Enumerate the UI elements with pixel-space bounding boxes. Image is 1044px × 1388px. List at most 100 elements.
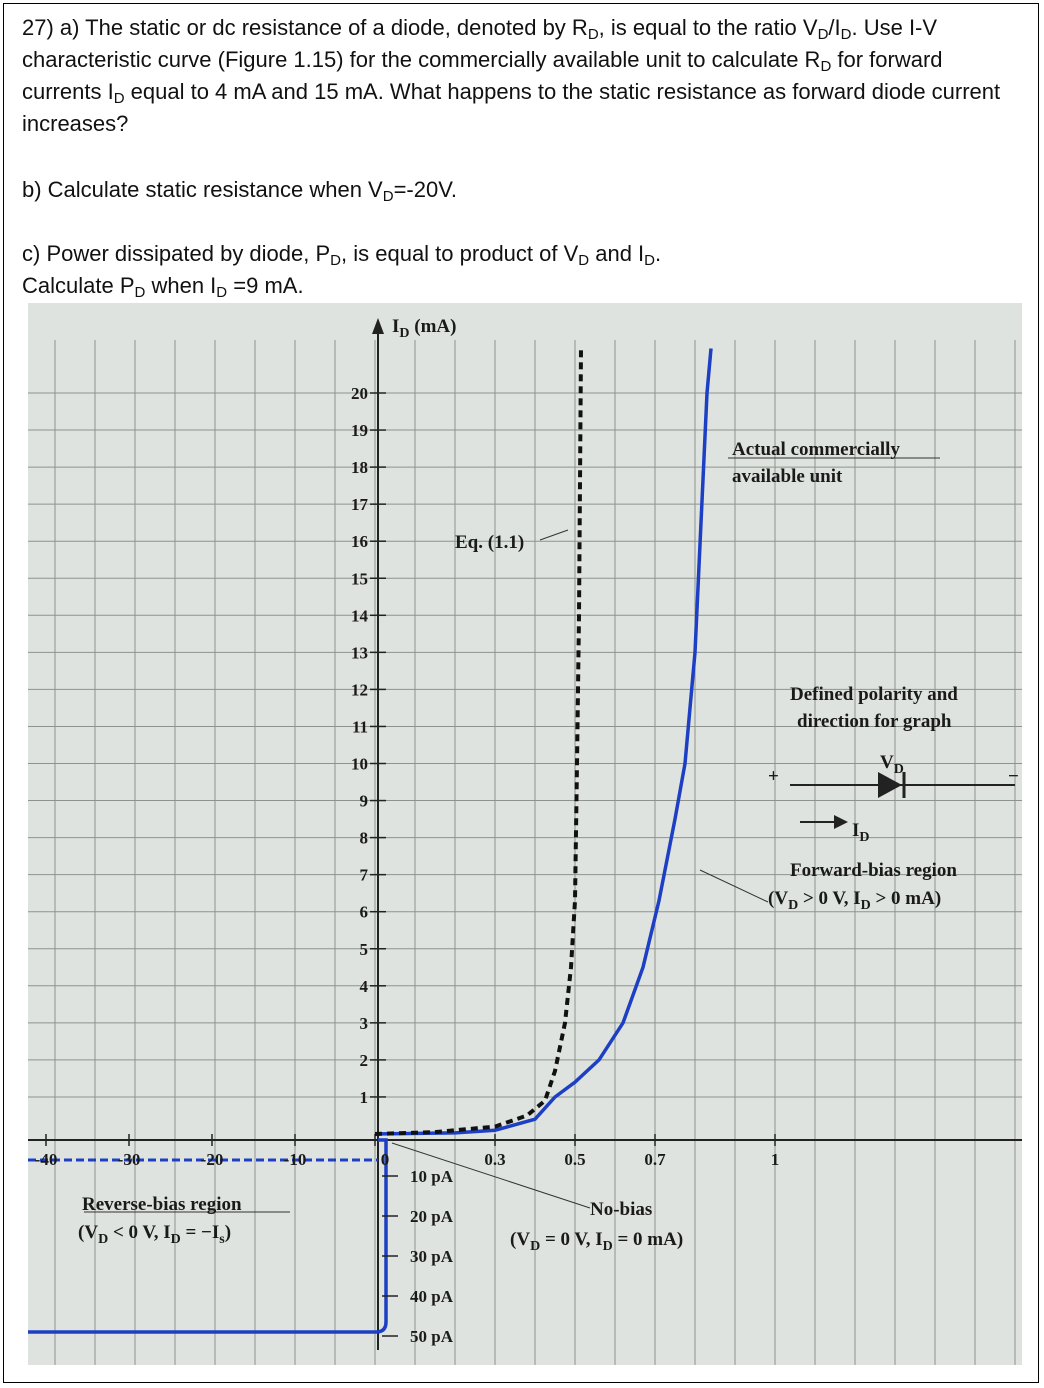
- x-tick-label: -40: [35, 1150, 58, 1169]
- photo-background: [28, 303, 1022, 1365]
- text-run: . Use I-V characteristic curve (Figure 1…: [22, 15, 938, 72]
- text-run: b) Calculate static resistance when V: [22, 177, 383, 202]
- text-run: when I: [145, 273, 217, 298]
- annotation: (VD = 0 V, ID = 0 mA): [510, 1229, 683, 1254]
- subscript: D: [603, 1239, 613, 1254]
- eq-curve: [374, 348, 583, 1136]
- x-tick-label: 0: [381, 1150, 390, 1169]
- question-b: b) Calculate static resistance when VD=-…: [22, 174, 1017, 206]
- text-run: = −I: [181, 1222, 220, 1243]
- pa-label: 40 pA: [410, 1287, 454, 1306]
- subscript: D: [98, 1232, 108, 1247]
- subscript: D: [399, 326, 409, 341]
- x-tick-label: -10: [284, 1150, 307, 1169]
- y-tick-label: 18: [351, 458, 368, 477]
- subscript: D: [840, 26, 852, 43]
- text-run: V: [880, 752, 894, 773]
- subscript: D: [578, 252, 590, 269]
- subscript: D: [134, 284, 146, 301]
- x-tick-label: -20: [201, 1150, 224, 1169]
- diode-symbol: [878, 772, 902, 798]
- y-tick-label: 1: [360, 1088, 369, 1107]
- text-run: < 0 V, I: [108, 1222, 170, 1243]
- text-run: (V: [510, 1229, 530, 1250]
- reverse-curve: [28, 1138, 388, 1334]
- x-tick-label: 0.5: [564, 1150, 585, 1169]
- text-run: , is equal to product of V: [341, 241, 579, 266]
- question-a: 27) a) The static or dc resistance of a …: [22, 12, 1017, 140]
- annotation: VD: [880, 752, 904, 777]
- y-tick-label: 6: [360, 903, 369, 922]
- subscript: D: [644, 252, 656, 269]
- subscript: D: [382, 188, 394, 205]
- y-tick-label: 14: [351, 606, 369, 625]
- y-tick-label: 5: [360, 940, 369, 959]
- x-tick-label: -30: [118, 1150, 141, 1169]
- text-run: /I: [828, 15, 841, 40]
- subscript: D: [330, 252, 342, 269]
- y-tick-label: 9: [360, 792, 369, 811]
- y-tick-label: 10: [351, 755, 368, 774]
- leader: [539, 529, 569, 541]
- annotation: (VD < 0 V, ID = −Is): [78, 1222, 231, 1247]
- y-tick-label: 17: [351, 495, 369, 514]
- y-tick-label: 12: [351, 680, 368, 699]
- y-tick-label: 7: [360, 866, 369, 885]
- subscript: s: [219, 1232, 225, 1247]
- y-tick-label: 20: [351, 384, 368, 403]
- x-tick-label: 0.3: [484, 1150, 505, 1169]
- annotation: Reverse-bias region: [82, 1194, 242, 1215]
- text-run: > 0 mA): [871, 888, 941, 909]
- subscript: D: [861, 898, 871, 913]
- subscript: D: [530, 1239, 540, 1254]
- text-run: for forward currents I: [22, 47, 943, 104]
- text-run: , is equal to the ratio V: [598, 15, 818, 40]
- y-tick-label: 16: [351, 532, 368, 551]
- y-tick-label: 2: [360, 1051, 369, 1070]
- text-run: = 0 V, I: [540, 1229, 602, 1250]
- annotation: direction for graph: [797, 711, 952, 732]
- text-run: I: [852, 820, 859, 841]
- y-axis-label: ID (mA): [392, 316, 456, 341]
- text-run: Calculate P: [22, 273, 135, 298]
- text-run: and I: [589, 241, 645, 266]
- y-tick-label: 8: [360, 829, 369, 848]
- text-run: (V: [78, 1222, 98, 1243]
- text-run: .: [655, 241, 662, 266]
- subscript: D: [113, 90, 125, 107]
- text-run: = 0 mA): [613, 1229, 683, 1250]
- text-run: equal to 4 mA and 15 mA. What happens to…: [22, 79, 1001, 136]
- text-run: =-20V.: [393, 177, 457, 202]
- annotation: −: [1008, 766, 1019, 787]
- annotation: Forward-bias region: [790, 860, 957, 881]
- y-tick-label: 3: [360, 1014, 369, 1033]
- question-c1: c) Power dissipated by diode, PD, is equ…: [22, 238, 1017, 270]
- pa-label: 50 pA: [410, 1327, 454, 1346]
- subscript: D: [788, 898, 798, 913]
- y-tick-label: 11: [352, 717, 368, 736]
- annotation: (VD > 0 V, ID > 0 mA): [768, 888, 941, 913]
- text-run: (mA): [410, 316, 457, 337]
- subscript: D: [171, 1232, 181, 1247]
- y-axis-arrow: [372, 318, 384, 334]
- annotation: No-bias: [590, 1199, 652, 1220]
- y-tick-label: 19: [351, 421, 368, 440]
- pa-label: 10 pA: [410, 1167, 454, 1186]
- subscript: D: [820, 58, 832, 75]
- current-arrow-head: [834, 815, 848, 829]
- text-run: > 0 V, I: [798, 888, 860, 909]
- annotation: ID: [852, 820, 870, 845]
- pa-label: 30 pA: [410, 1247, 454, 1266]
- leader: [391, 1142, 591, 1209]
- leader: [699, 869, 769, 903]
- subscript: D: [216, 284, 228, 301]
- text-run: 27) a) The static or dc resistance of a …: [22, 15, 588, 40]
- x-tick-label: 0.7: [644, 1150, 666, 1169]
- annotation: +: [768, 766, 779, 787]
- y-tick-label: 13: [351, 643, 368, 662]
- subscript: D: [817, 26, 829, 43]
- text-run: (V: [768, 888, 788, 909]
- annotation: Defined polarity and: [790, 684, 958, 705]
- subscript: D: [587, 26, 599, 43]
